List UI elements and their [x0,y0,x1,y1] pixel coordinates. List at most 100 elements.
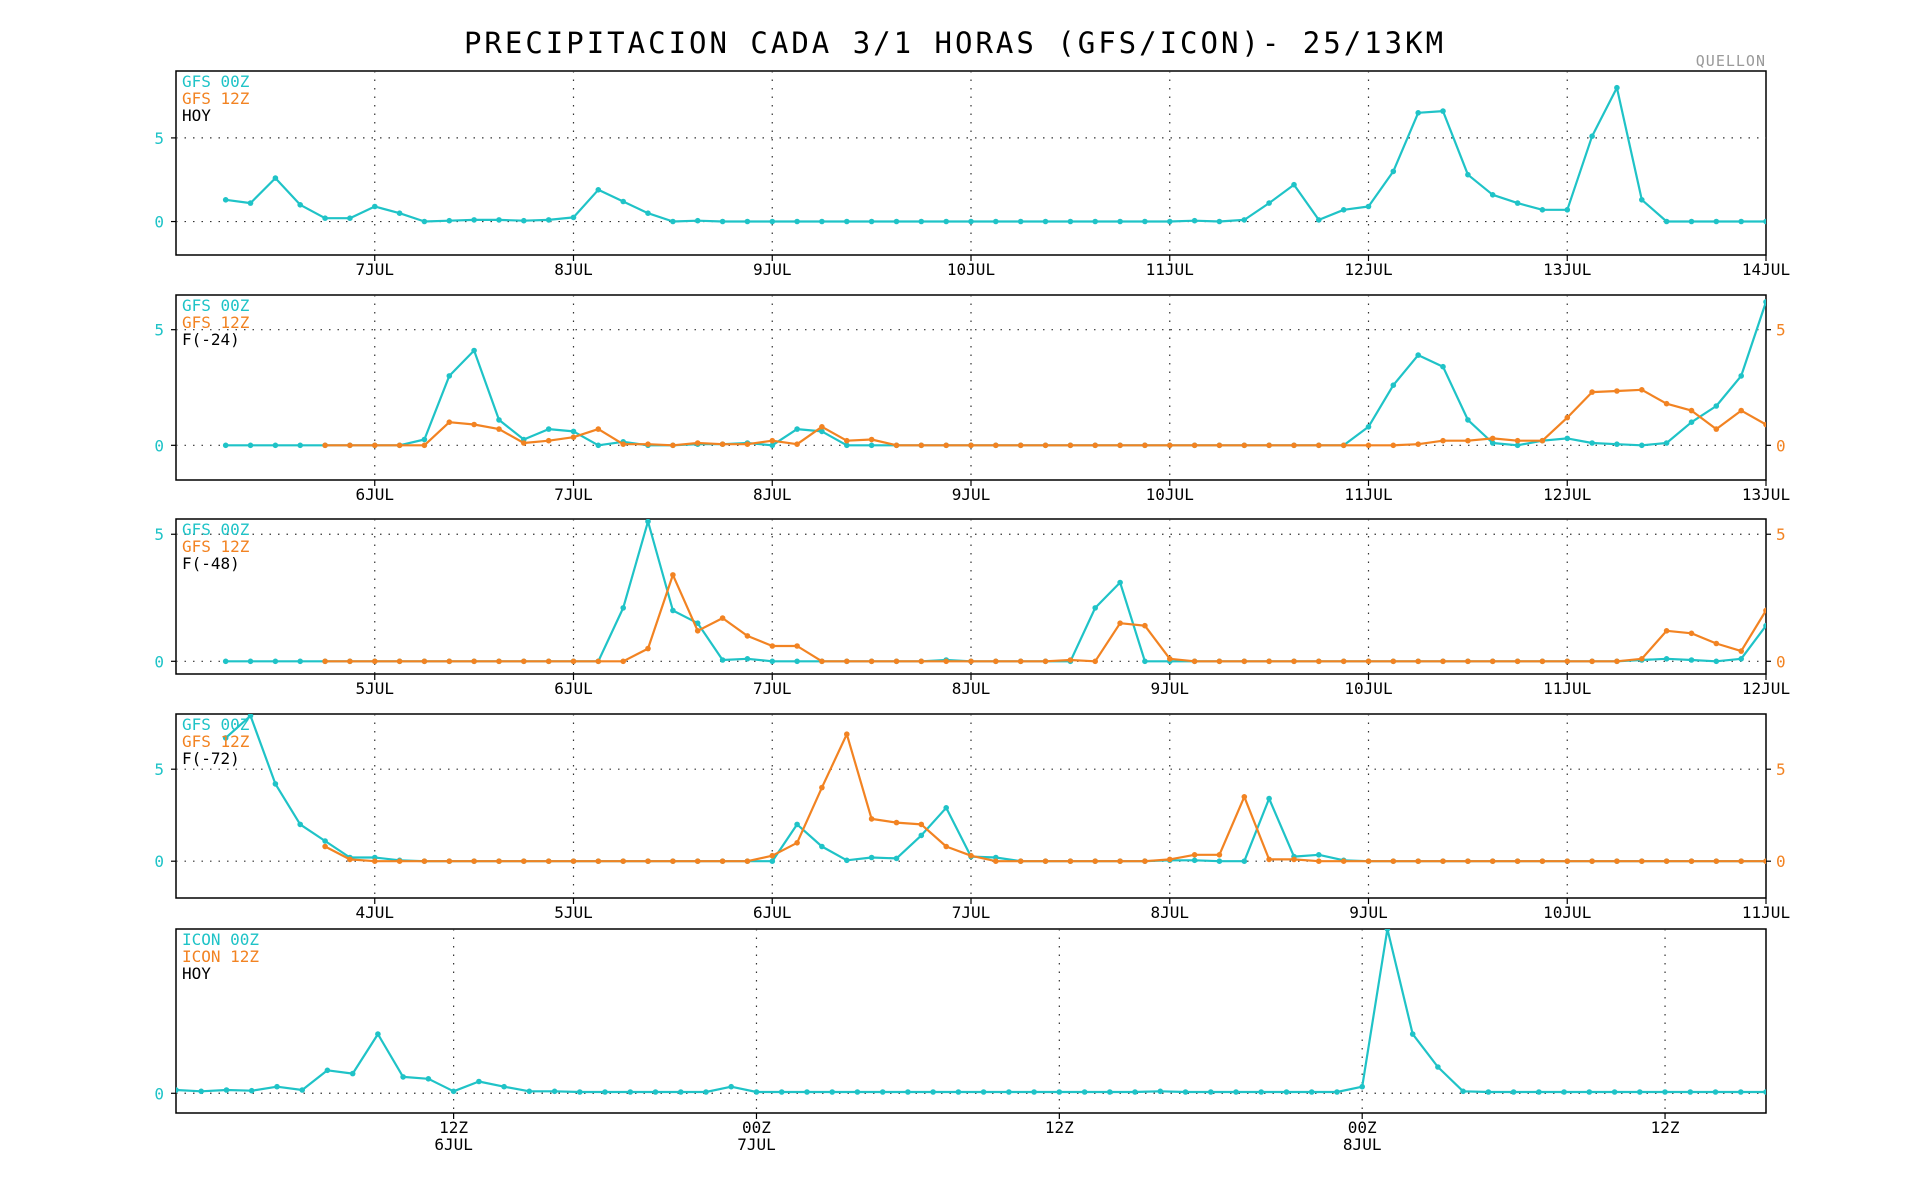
data-point [868,854,875,861]
data-point [297,821,304,828]
data-point [993,658,999,665]
data-point [1291,856,1297,863]
data-point [1687,1089,1694,1095]
data-point [1460,1088,1466,1095]
data-point [694,440,701,446]
data-point [620,198,626,205]
data-point [1712,1089,1719,1095]
data-point [1365,858,1372,864]
x-tick-label: 11JUL [1742,903,1790,922]
data-point [893,855,900,862]
data-point [1564,414,1571,421]
data-point [694,858,701,864]
data-point [1514,437,1521,444]
data-point [1465,171,1471,178]
data-point [1157,1088,1164,1095]
data-point [1611,1089,1618,1095]
data-point [943,218,949,225]
data-point [400,1074,406,1080]
data-point [1081,1089,1088,1095]
data-point [620,658,626,665]
data-point [1510,1089,1517,1095]
data-point [719,657,726,663]
data-point [324,1067,331,1074]
legend-entry: GFS 12Z [182,89,250,108]
data-point [595,442,602,449]
data-point [1465,658,1471,665]
data-point [1365,203,1372,210]
x-tick-label: 14JUL [1742,260,1790,279]
data-point [769,437,776,444]
x-tick-label: 5JUL [355,679,394,698]
data-point [322,442,328,449]
data-point [1564,435,1571,442]
data-point [595,426,602,432]
data-point [1092,658,1098,665]
data-point [545,217,552,223]
data-point [1738,407,1744,414]
data-point [652,1089,659,1095]
data-point [1142,858,1148,864]
data-point [272,658,279,665]
data-point [1639,197,1645,203]
data-point [1738,858,1744,864]
data-point [1191,658,1198,665]
data-point [1415,441,1421,448]
data-point [1390,442,1397,449]
data-point [1788,526,1794,532]
data-point [769,658,776,665]
legend-entry: HOY [182,964,211,983]
data-point [1738,648,1744,654]
data-point [868,816,875,822]
data-point [1561,1089,1567,1095]
data-point [496,426,502,432]
data-point [1539,207,1546,213]
chart-panel-3: 5JUL 6JUL 7JUL 8JUL 9JUL 10JUL 11JUL 12JUL 5 0 5 0 G… [154,518,1794,698]
data-point [1233,1089,1239,1095]
data-point [1589,440,1595,446]
data-point [1191,852,1198,858]
data-point [602,1089,608,1095]
data-point [1489,435,1496,442]
data-point [1216,852,1223,858]
data-point [620,605,626,611]
data-point [1142,218,1148,225]
data-point [1614,858,1620,864]
data-point [570,214,577,221]
data-point [471,421,477,428]
x-tick-label: 11JUL [1344,485,1392,504]
data-point [794,426,800,432]
series-run-00z [222,299,1766,449]
data-point [1813,858,1819,864]
x-tick-sublabel: 7JUL [737,1135,776,1154]
data-point [1390,382,1397,389]
series-run-12z [322,387,1766,449]
data-point [1191,442,1198,449]
data-point [476,1078,482,1085]
data-point [1092,218,1098,225]
data-point [1639,656,1645,662]
data-point [1258,1089,1264,1095]
legend-entry: F(-24) [182,330,240,349]
data-point [1863,781,1869,787]
chart-title: PRECIPITACION CADA 3/1 HORAS (GFS/ICON)-… [464,26,1446,60]
data-point [1266,442,1272,449]
data-point [670,442,676,449]
data-point [526,1088,533,1095]
data-point [1663,440,1670,446]
data-point [1713,426,1720,432]
chart-panel-1: 7JUL 8JUL 9JUL 10JUL 11JUL 12JUL 13JUL 14JUL 5 0 G… [154,70,1790,279]
data-point [1117,620,1123,626]
data-point [1340,442,1347,449]
data-point [1216,658,1223,665]
data-point [1489,440,1496,446]
data-point [545,437,552,444]
series-line [325,573,1766,663]
data-point [1031,1089,1037,1095]
data-point [1067,218,1074,225]
data-point [1763,607,1766,614]
data-point [349,1070,356,1077]
data-point [943,442,949,449]
y-tick-label-left: 0 [154,652,164,671]
